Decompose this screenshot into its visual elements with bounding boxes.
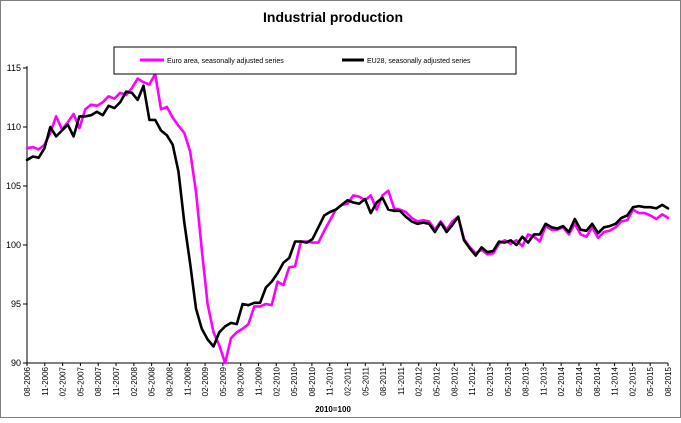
x-tick-label: 08-2015 [664, 366, 673, 396]
y-tick-label: 100 [6, 240, 21, 250]
legend-box [113, 46, 517, 75]
x-tick-label: 05-2008 [148, 366, 157, 396]
x-tick-label: 05-2012 [433, 366, 442, 396]
x-tick-label: 11-2009 [254, 366, 263, 395]
x-tick-label: 08-2012 [450, 366, 459, 396]
x-tick-label: 11-2006 [41, 366, 50, 395]
x-tick-label: 05-2009 [219, 366, 228, 396]
x-tick-label: 05-2014 [575, 366, 584, 396]
x-tick-label: 08-2014 [593, 366, 602, 396]
x-tick-label: 11-2008 [183, 366, 192, 395]
x-tick-label: 02-2012 [415, 366, 424, 396]
x-tick-label: 02-2010 [272, 366, 281, 396]
chart-title: Industrial production [263, 9, 403, 25]
x-tick-label: 05-2007 [76, 366, 85, 396]
legend-label-eu28: EU28, seasonally adjusted series [367, 58, 471, 65]
x-tick-label: 11-2014 [611, 366, 620, 395]
x-axis: 08-2006 11-2006 02-2007 05-2007 08-2007 11-20… [23, 362, 673, 396]
x-tick-label: 05-2010 [290, 366, 299, 396]
plot-area [25, 72, 670, 365]
x-tick-label: 02-2009 [201, 366, 210, 396]
x-tick-label: 02-2015 [628, 366, 637, 396]
y-tick-label: 90 [11, 358, 21, 368]
legend-label-euro-area: Euro area, seasonally adjusted series [167, 58, 284, 65]
x-tick-label: 02-2011 [344, 366, 353, 395]
x-tick-label: 05-2015 [646, 366, 655, 396]
series-line-eu28 [25, 84, 670, 348]
x-tick-label: 11-2007 [112, 366, 121, 395]
x-tick-label: 11-2012 [468, 366, 477, 395]
x-tick-label: 08-2013 [522, 366, 531, 396]
x-tick-label: 08-2007 [94, 366, 103, 396]
x-tick-label: 08-2009 [237, 366, 246, 396]
y-tick-label: 110 [7, 122, 21, 132]
x-tick-label: 08-2006 [23, 366, 32, 396]
x-tick-label: 05-2011 [361, 366, 370, 395]
x-tick-label: 11-2013 [539, 366, 548, 395]
x-tick-label: 02-2007 [59, 366, 68, 396]
y-tick-label: 105 [6, 181, 21, 191]
y-tick-label: 95 [11, 299, 21, 309]
y-axis: 90 95 100 105 110 115 [6, 63, 28, 368]
x-tick-label: 08-2010 [308, 366, 317, 396]
y-tick-label: 115 [7, 63, 21, 73]
legend: Euro area, seasonally adjusted series EU… [113, 46, 517, 75]
x-tick-label: 05-2013 [504, 366, 513, 396]
x-tick-label: 08-2008 [165, 366, 174, 396]
x-tick-label: 11-2011 [397, 366, 406, 395]
x-axis-title: 2010=100 [315, 405, 351, 414]
x-tick-label: 02-2014 [557, 366, 566, 396]
x-tick-label: 02-2013 [486, 366, 495, 396]
x-tick-label: 02-2008 [130, 366, 139, 396]
x-tick-label: 08-2011 [379, 366, 388, 395]
x-tick-label: 11-2010 [326, 366, 335, 395]
